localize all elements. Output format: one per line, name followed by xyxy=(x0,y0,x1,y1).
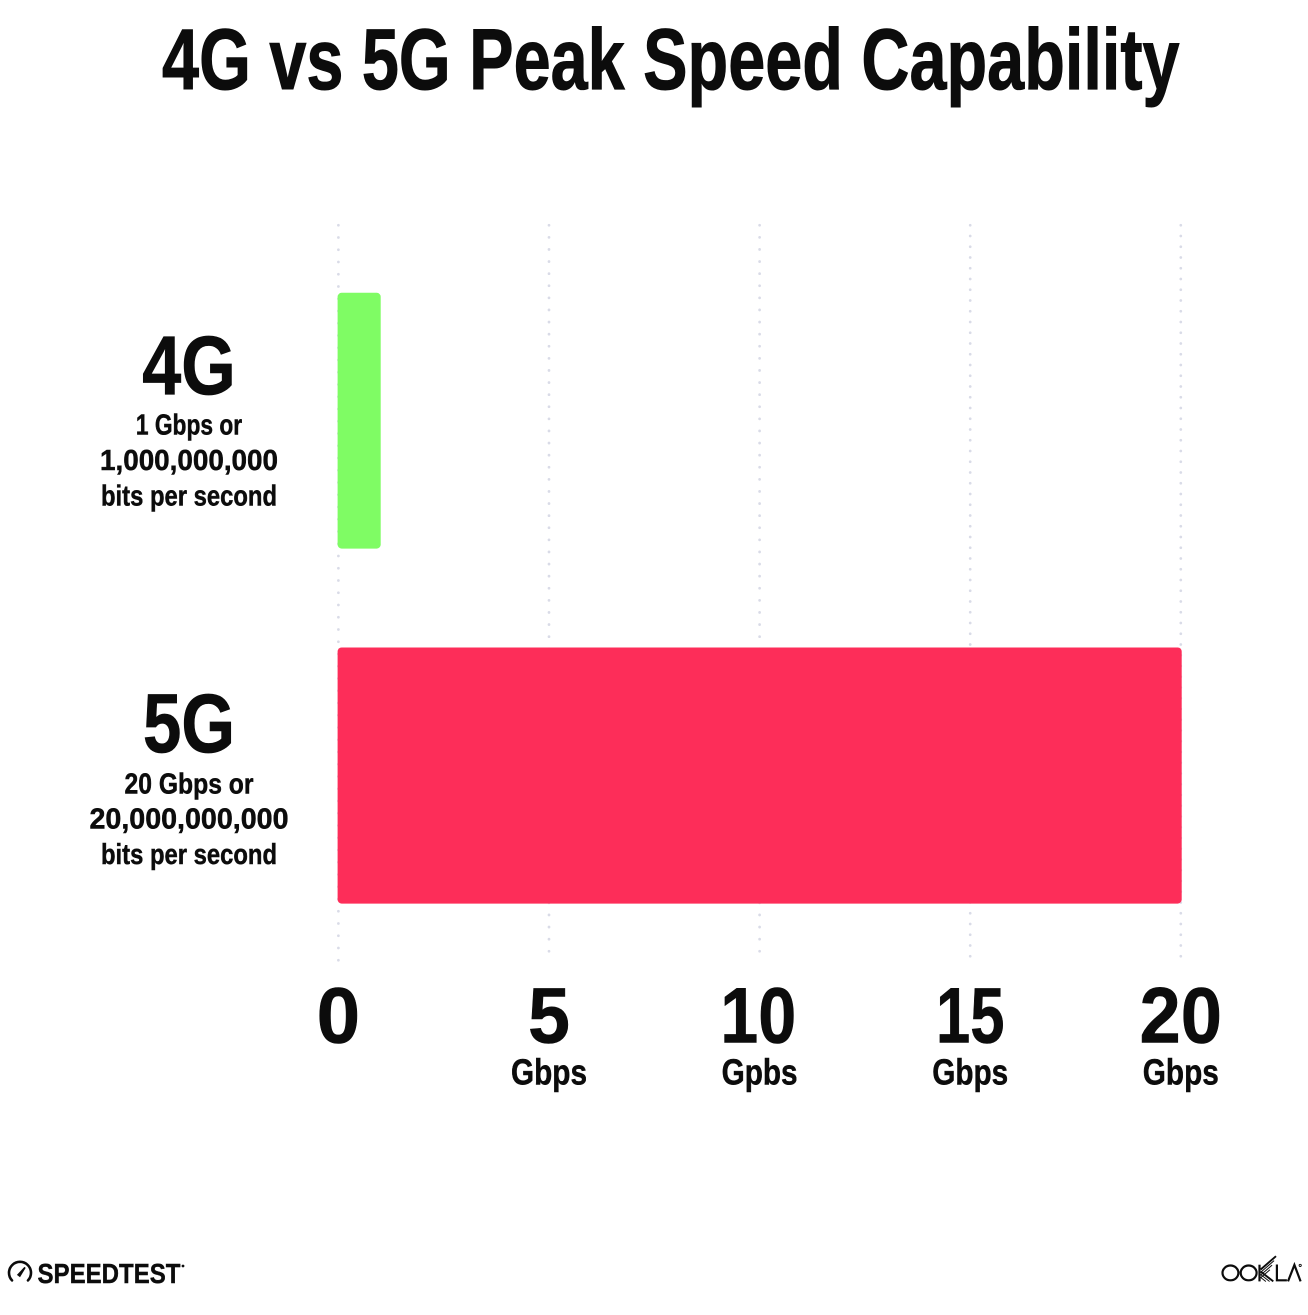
svg-text:bits per second: bits per second xyxy=(101,839,277,871)
svg-text:Gbps: Gbps xyxy=(511,1051,587,1092)
svg-text:5G: 5G xyxy=(143,676,235,770)
svg-text:Gbps: Gbps xyxy=(932,1051,1008,1092)
svg-text:20,000,000,000: 20,000,000,000 xyxy=(90,804,289,836)
svg-text:0: 0 xyxy=(317,971,361,1060)
svg-text:1,000,000,000: 1,000,000,000 xyxy=(100,445,278,477)
svg-text:10: 10 xyxy=(720,971,796,1060)
svg-text:5: 5 xyxy=(528,971,570,1060)
svg-text:20: 20 xyxy=(1140,971,1223,1060)
svg-text:SPEEDTEST: SPEEDTEST xyxy=(38,1258,181,1289)
svg-text:20 Gbps or: 20 Gbps or xyxy=(125,769,254,801)
svg-text:4G vs 5G Peak Speed Capability: 4G vs 5G Peak Speed Capability xyxy=(162,12,1180,108)
svg-text:15: 15 xyxy=(936,971,1005,1060)
svg-text:bits per second: bits per second xyxy=(101,481,277,513)
svg-text:Gpbs: Gpbs xyxy=(722,1051,798,1092)
svg-text:Gbps: Gbps xyxy=(1143,1051,1219,1092)
svg-text:4G: 4G xyxy=(142,318,236,412)
svg-text:1 Gbps or: 1 Gbps or xyxy=(136,410,242,442)
